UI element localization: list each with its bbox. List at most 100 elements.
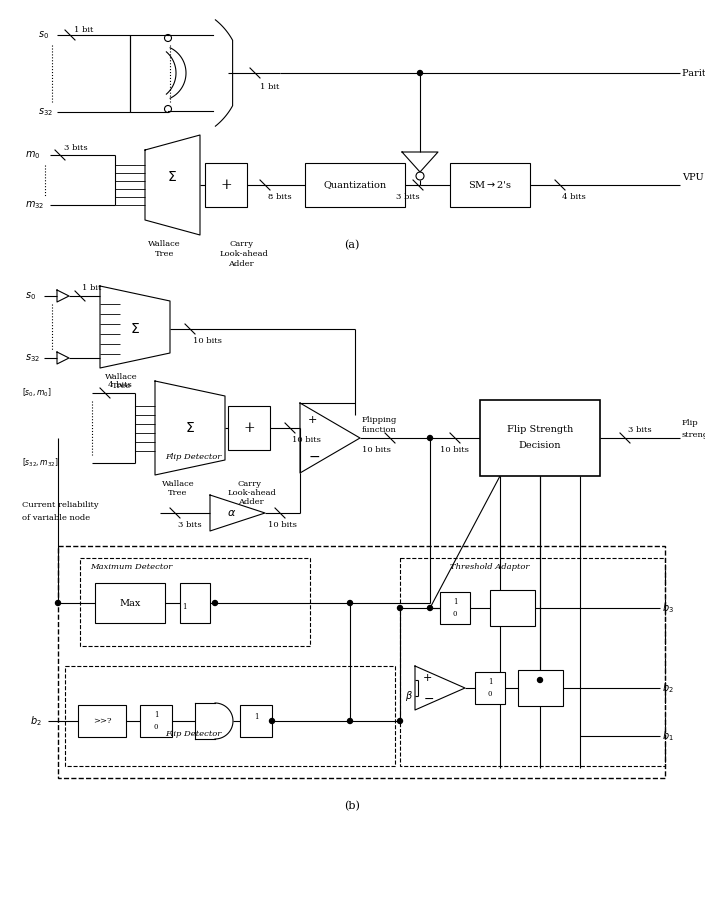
Circle shape bbox=[348, 601, 352, 606]
Text: $s_{32}$: $s_{32}$ bbox=[38, 106, 53, 118]
Text: (b): (b) bbox=[344, 801, 360, 811]
Circle shape bbox=[56, 601, 61, 606]
Bar bbox=[475, 672, 505, 704]
Bar bbox=[440, 592, 470, 624]
Circle shape bbox=[427, 435, 432, 441]
Circle shape bbox=[398, 606, 403, 610]
Text: 1: 1 bbox=[182, 603, 187, 611]
Text: 1 bit: 1 bit bbox=[74, 26, 93, 34]
Bar bbox=[80, 558, 310, 646]
Bar bbox=[228, 406, 270, 450]
Circle shape bbox=[269, 718, 274, 724]
Text: $b_2$: $b_2$ bbox=[30, 714, 42, 728]
Text: $m_{32}$: $m_{32}$ bbox=[25, 199, 44, 211]
Text: Threshold Adaptor: Threshold Adaptor bbox=[450, 563, 529, 571]
Text: 3 bits: 3 bits bbox=[396, 193, 419, 201]
Text: $\beta$: $\beta$ bbox=[405, 689, 413, 703]
Text: $[s_0,m_0]$: $[s_0,m_0]$ bbox=[22, 387, 52, 399]
Text: (a): (a) bbox=[344, 240, 360, 250]
Text: $-$: $-$ bbox=[423, 691, 434, 705]
Text: $\alpha$: $\alpha$ bbox=[228, 508, 237, 518]
Text: 10 bits: 10 bits bbox=[440, 446, 469, 454]
Bar bbox=[480, 400, 600, 476]
Text: 4 bits: 4 bits bbox=[562, 193, 586, 201]
Circle shape bbox=[398, 718, 403, 724]
Bar bbox=[305, 163, 405, 207]
Text: SM$\rightarrow$2's: SM$\rightarrow$2's bbox=[468, 180, 512, 191]
Text: of variable node: of variable node bbox=[22, 514, 90, 522]
Text: Look-ahead: Look-ahead bbox=[220, 250, 269, 258]
Text: 1 bit: 1 bit bbox=[260, 83, 279, 91]
Text: 4 bits: 4 bits bbox=[108, 381, 132, 389]
Text: strength: strength bbox=[682, 431, 705, 439]
Text: +: + bbox=[220, 178, 232, 192]
Text: Maximum Detector: Maximum Detector bbox=[90, 563, 172, 571]
Text: 1: 1 bbox=[154, 711, 158, 719]
Text: 1: 1 bbox=[488, 678, 492, 686]
Text: 0: 0 bbox=[154, 723, 158, 731]
Text: Tree: Tree bbox=[112, 382, 131, 390]
Text: Flipping: Flipping bbox=[362, 416, 398, 424]
Text: $m_0$: $m_0$ bbox=[25, 149, 40, 161]
Text: 10 bits: 10 bits bbox=[268, 521, 297, 529]
Circle shape bbox=[537, 678, 543, 682]
Text: Look-ahead: Look-ahead bbox=[228, 489, 277, 497]
Bar bbox=[180, 583, 210, 623]
Text: $[s_{32},m_{32}]$: $[s_{32},m_{32}]$ bbox=[22, 457, 59, 469]
Text: 0: 0 bbox=[488, 690, 492, 698]
Text: Tree: Tree bbox=[155, 250, 174, 258]
Text: Flip Detector: Flip Detector bbox=[165, 730, 221, 738]
Text: Max: Max bbox=[119, 599, 141, 608]
Text: Adder: Adder bbox=[228, 260, 254, 268]
Text: $\Sigma$: $\Sigma$ bbox=[130, 322, 140, 336]
Bar bbox=[58, 546, 665, 778]
Text: $b_3$: $b_3$ bbox=[662, 601, 674, 615]
Bar bbox=[205, 163, 247, 207]
Text: $b_2$: $b_2$ bbox=[662, 681, 674, 695]
Text: $-$: $-$ bbox=[308, 449, 320, 463]
Text: Carry: Carry bbox=[238, 480, 262, 488]
Text: VPU output: VPU output bbox=[682, 173, 705, 182]
Text: 3 bits: 3 bits bbox=[64, 144, 87, 152]
Text: 8 bits: 8 bits bbox=[268, 193, 292, 201]
Circle shape bbox=[417, 70, 422, 76]
Text: +: + bbox=[308, 415, 317, 425]
Bar bbox=[240, 705, 272, 737]
Text: Wallace: Wallace bbox=[162, 480, 195, 488]
Text: $\Sigma$: $\Sigma$ bbox=[185, 421, 195, 435]
Text: Quantization: Quantization bbox=[324, 181, 386, 190]
Circle shape bbox=[212, 601, 218, 606]
Text: $b_1$: $b_1$ bbox=[662, 729, 674, 743]
Bar bbox=[65, 666, 395, 766]
Bar bbox=[518, 670, 563, 706]
Text: $s_{32}$: $s_{32}$ bbox=[25, 352, 40, 364]
Text: 3 bits: 3 bits bbox=[628, 426, 651, 434]
Bar bbox=[400, 558, 665, 766]
Bar bbox=[140, 705, 172, 737]
Text: $s_0$: $s_0$ bbox=[38, 29, 49, 40]
Text: 3 bits: 3 bits bbox=[178, 521, 202, 529]
Text: Tree: Tree bbox=[168, 489, 188, 497]
Text: Wallace: Wallace bbox=[105, 373, 137, 381]
Text: +: + bbox=[243, 421, 255, 435]
Text: 10 bits: 10 bits bbox=[292, 436, 321, 444]
Text: Wallace: Wallace bbox=[148, 240, 180, 248]
Bar bbox=[490, 590, 535, 626]
Text: Flip: Flip bbox=[682, 419, 699, 427]
Bar bbox=[450, 163, 530, 207]
Text: Adder: Adder bbox=[238, 498, 264, 506]
Text: 1: 1 bbox=[254, 713, 258, 721]
Text: function: function bbox=[362, 426, 397, 434]
Text: 10 bits: 10 bits bbox=[193, 337, 222, 345]
Text: $s_0$: $s_0$ bbox=[25, 290, 36, 302]
Bar bbox=[95, 583, 165, 623]
Text: 1: 1 bbox=[453, 598, 458, 606]
Text: Decision: Decision bbox=[519, 441, 561, 450]
Text: $\Sigma$: $\Sigma$ bbox=[167, 170, 177, 184]
Text: Parity output: Parity output bbox=[682, 68, 705, 77]
Text: Flip Detector: Flip Detector bbox=[165, 453, 221, 461]
Text: 10 bits: 10 bits bbox=[362, 446, 391, 454]
Text: 1 bit: 1 bit bbox=[82, 284, 102, 292]
Circle shape bbox=[348, 718, 352, 724]
Text: Carry: Carry bbox=[230, 240, 254, 248]
